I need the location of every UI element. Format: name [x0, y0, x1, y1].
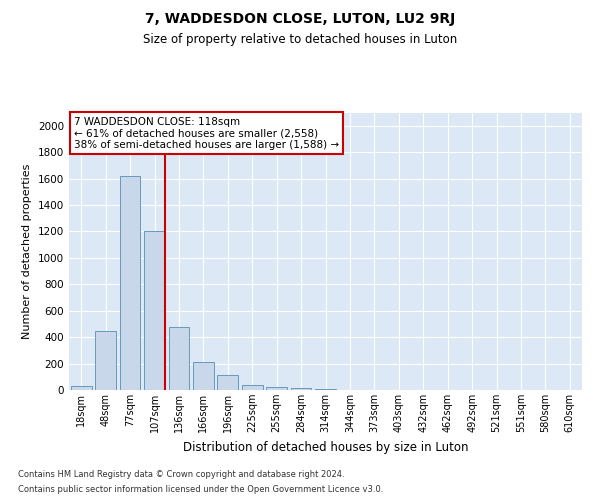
Bar: [71, 386, 92, 390]
Bar: [169, 326, 190, 390]
Bar: [193, 362, 214, 390]
Bar: [144, 232, 165, 390]
Text: Size of property relative to detached houses in Luton: Size of property relative to detached ho…: [143, 32, 457, 46]
Bar: [290, 388, 311, 390]
Text: Contains HM Land Registry data © Crown copyright and database right 2024.: Contains HM Land Registry data © Crown c…: [18, 470, 344, 479]
Bar: [95, 330, 116, 390]
Text: Contains public sector information licensed under the Open Government Licence v3: Contains public sector information licen…: [18, 485, 383, 494]
Text: 7 WADDESDON CLOSE: 118sqm
← 61% of detached houses are smaller (2,558)
38% of se: 7 WADDESDON CLOSE: 118sqm ← 61% of detac…: [74, 116, 339, 150]
Text: 7, WADDESDON CLOSE, LUTON, LU2 9RJ: 7, WADDESDON CLOSE, LUTON, LU2 9RJ: [145, 12, 455, 26]
Bar: [119, 176, 140, 390]
Y-axis label: Number of detached properties: Number of detached properties: [22, 164, 32, 339]
Bar: [266, 386, 287, 390]
Bar: [242, 384, 263, 390]
Bar: [217, 376, 238, 390]
X-axis label: Distribution of detached houses by size in Luton: Distribution of detached houses by size …: [183, 440, 468, 454]
